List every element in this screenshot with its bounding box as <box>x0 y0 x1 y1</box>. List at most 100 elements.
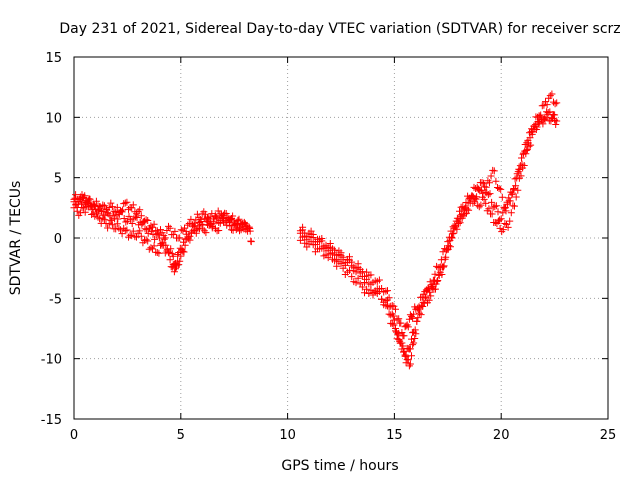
data-point <box>442 246 450 254</box>
data-point <box>78 191 86 199</box>
data-point <box>346 266 353 274</box>
data-point <box>186 232 194 240</box>
data-point <box>463 209 470 217</box>
data-point <box>505 194 513 202</box>
data-point <box>354 260 362 268</box>
data-point <box>166 224 174 232</box>
data-point <box>512 193 520 201</box>
data-point <box>466 194 474 202</box>
data-point <box>150 242 158 250</box>
data-point <box>225 219 233 227</box>
data-point <box>105 204 113 211</box>
data-point <box>384 302 391 310</box>
data-point <box>491 203 499 211</box>
data-point <box>521 141 529 148</box>
data-point <box>129 227 137 235</box>
data-point <box>506 197 514 205</box>
data-point <box>142 216 150 224</box>
data-point <box>480 179 488 187</box>
y-axis-label: SDTVAR / TECUs <box>8 181 24 296</box>
data-point <box>190 219 198 227</box>
data-point <box>188 228 195 236</box>
data-point <box>219 215 227 222</box>
data-point <box>395 315 403 323</box>
data-point <box>211 212 219 220</box>
data-point <box>541 116 549 124</box>
data-point <box>161 234 169 242</box>
data-point <box>153 227 161 235</box>
data-point <box>147 244 155 252</box>
data-point <box>490 167 498 175</box>
data-point <box>72 201 80 209</box>
data-point <box>535 120 543 128</box>
data-point <box>486 179 493 187</box>
data-point <box>326 240 334 247</box>
data-point <box>409 314 417 322</box>
data-point <box>100 202 108 210</box>
data-point <box>431 270 439 278</box>
y-tick-label: -5 <box>49 292 62 307</box>
data-point <box>524 136 532 144</box>
data-point <box>402 352 410 360</box>
data-point <box>425 296 433 304</box>
data-point <box>181 224 188 232</box>
data-point <box>73 207 81 215</box>
data-point <box>94 202 102 210</box>
data-point <box>324 244 332 252</box>
data-point <box>385 303 393 311</box>
data-point <box>424 284 432 292</box>
y-tick-label: 0 <box>54 232 62 247</box>
data-point <box>442 253 450 261</box>
data-point <box>129 201 137 209</box>
data-point <box>520 162 528 169</box>
data-point <box>461 210 469 218</box>
y-tick-label: -10 <box>41 353 62 368</box>
data-point <box>80 204 88 212</box>
data-point <box>467 193 475 201</box>
data-point <box>324 254 332 262</box>
data-point <box>208 224 216 232</box>
data-point <box>523 146 531 154</box>
data-point <box>169 231 177 238</box>
data-point <box>176 244 184 252</box>
x-axis-label: GPS time / hours <box>281 458 398 474</box>
data-point <box>80 194 88 202</box>
data-point <box>411 326 419 334</box>
data-point <box>542 98 549 106</box>
data-point <box>107 199 115 207</box>
data-point <box>390 321 398 329</box>
data-point <box>455 220 462 227</box>
data-point <box>518 154 525 162</box>
data-point <box>410 339 418 347</box>
data-point <box>309 241 317 249</box>
data-point <box>165 222 172 230</box>
data-point <box>482 183 490 191</box>
data-point <box>337 249 345 257</box>
data-point <box>128 232 136 240</box>
data-point <box>165 248 172 256</box>
data-point <box>411 335 419 342</box>
data-point <box>192 229 200 237</box>
data-point <box>488 198 496 206</box>
data-points <box>70 90 561 370</box>
data-point <box>427 283 435 291</box>
data-point <box>488 210 496 218</box>
data-point <box>331 257 339 265</box>
data-point <box>530 122 538 130</box>
data-point <box>527 141 535 149</box>
data-point <box>447 243 454 251</box>
data-point <box>507 209 515 217</box>
data-point <box>444 238 452 246</box>
data-point <box>92 208 100 216</box>
data-point <box>121 227 129 235</box>
data-point <box>439 248 447 256</box>
data-point <box>421 288 429 296</box>
data-point <box>502 204 509 212</box>
data-point <box>299 223 307 231</box>
data-point <box>238 221 246 228</box>
data-point <box>550 98 557 106</box>
data-point <box>72 191 80 199</box>
data-point <box>110 207 118 215</box>
data-point <box>202 229 210 237</box>
